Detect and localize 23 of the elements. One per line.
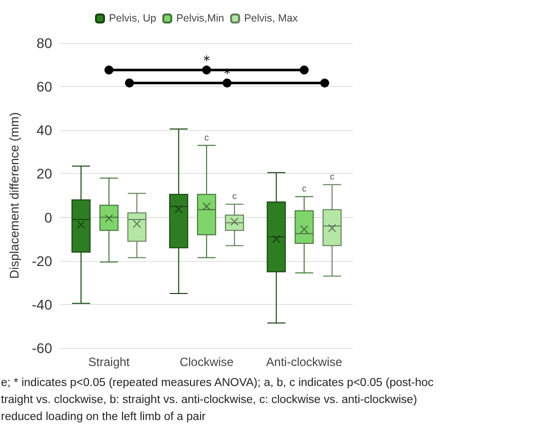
y-tick-label: -40: [32, 296, 52, 312]
y-tick-label: 80: [36, 35, 52, 51]
x-tick-label: Anti-clockwise: [266, 355, 343, 369]
legend-label: Pelvis,Min: [176, 12, 224, 24]
annotation: c: [204, 132, 210, 142]
annotation: c: [330, 172, 335, 182]
legend-label: Pelvis, Up: [109, 12, 156, 24]
y-tick-label: 40: [36, 122, 52, 138]
y-axis-title: Displacement difference (mm): [8, 112, 22, 279]
y-tick-label: 20: [36, 166, 52, 182]
y-tick-label: 0: [44, 209, 52, 226]
y-tick-label: -20: [32, 252, 52, 269]
text: reduced loading on the left limb of a pair: [1, 410, 207, 425]
y-tick-label: 60: [36, 78, 52, 95]
text: traight vs. clockwise, b: straight vs. anti-clockwise, c: clockwise vs. anti-clockwise): [1, 393, 418, 408]
annotation: *: [203, 54, 210, 69]
annotation: c: [232, 191, 238, 202]
y-tick-label: -60: [32, 340, 52, 356]
x-tick-label: Clockwise: [180, 355, 234, 369]
text: e; * indicates p<0.05 (repeated measures ANOVA); a, b, c indicates p<0.05 (post-hoc: [1, 376, 435, 391]
annotation: c: [302, 184, 307, 194]
legend-label: Pelvis, Max: [244, 12, 299, 24]
x-tick-label: Straight: [88, 355, 130, 369]
